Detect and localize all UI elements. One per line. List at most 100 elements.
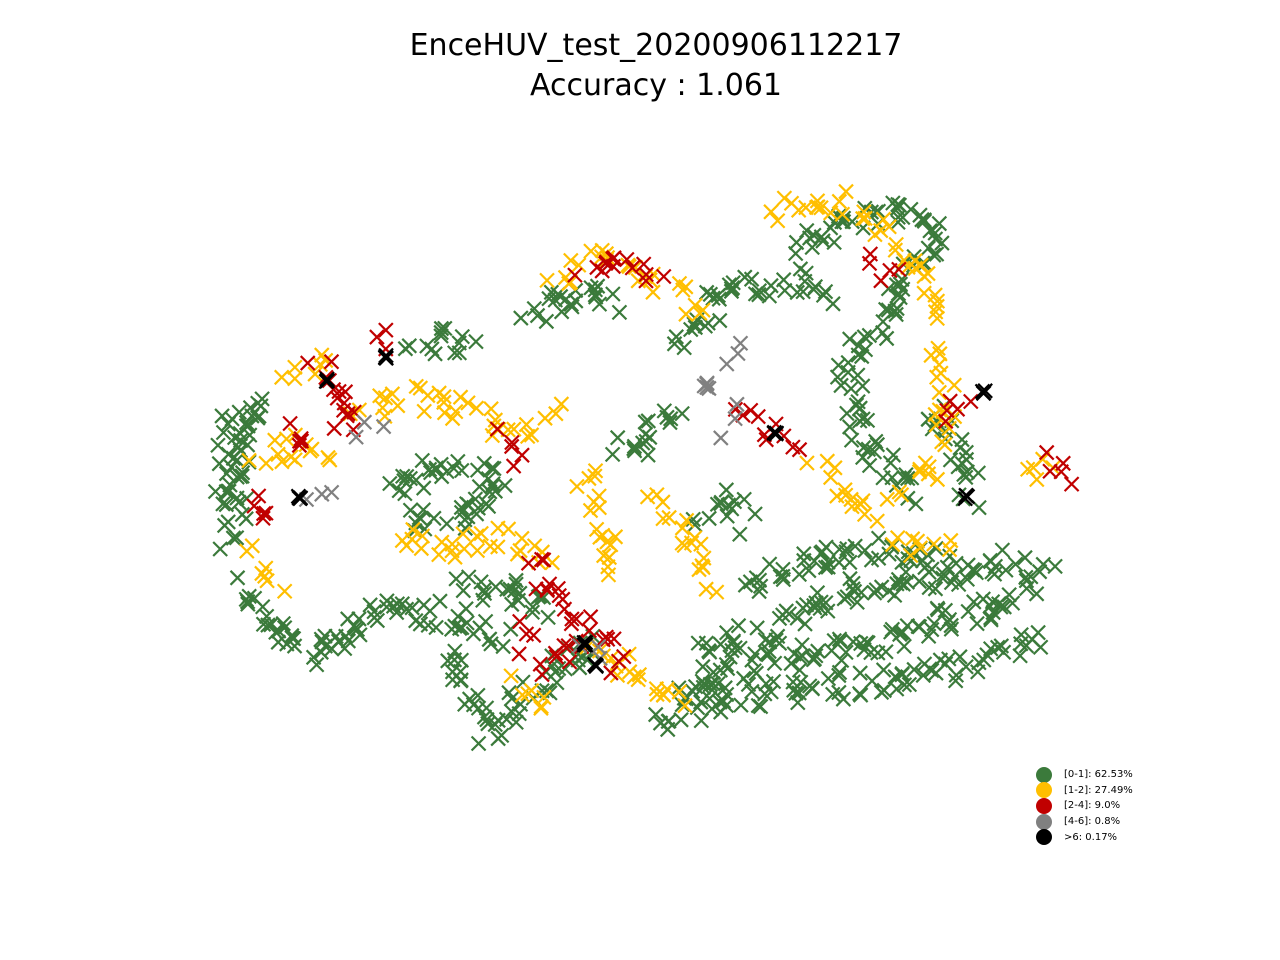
scatter-point-s0-639: [804, 680, 820, 696]
scatter-point-s4-6: [377, 349, 394, 366]
scatter-point-s2-42: [511, 613, 528, 630]
scatter-point-s0-301: [797, 273, 813, 290]
scatter-point-s1-103: [655, 510, 671, 527]
scatter-point-s0-770: [641, 429, 658, 446]
scatter-point-s3-10: [727, 410, 743, 427]
scatter-point-s0-57: [238, 591, 255, 608]
scatter-point-s0-446: [730, 617, 747, 634]
scatter-point-s1-243: [856, 506, 873, 523]
scatter-point-s1-54: [553, 396, 570, 412]
scatter-point-s1-112: [676, 537, 693, 554]
scatter-point-s2-95: [505, 458, 522, 474]
scatter-point-s2-75: [962, 393, 979, 410]
scatter-point-s2-26: [556, 601, 573, 617]
scatter-point-s1-105: [661, 509, 677, 526]
scatter-point-s1-41: [460, 395, 476, 411]
scatter-point-s1-168: [687, 297, 704, 314]
scatter-point-s1-13: [321, 452, 338, 468]
scatter-point-s0-106: [398, 601, 415, 618]
scatter-point-s0-585: [975, 591, 991, 607]
scatter-point-s0-601: [1047, 558, 1063, 575]
scatter-point-s1-9: [287, 452, 303, 468]
scatter-point-s0-264: [605, 286, 621, 302]
scatter-point-s2-7: [329, 390, 346, 406]
scatter-point-s0-410: [908, 496, 924, 512]
scatter-point-s1-162: [645, 284, 661, 300]
scatter-point-s0-651: [875, 662, 892, 678]
scatter-point-s0-604: [647, 706, 664, 723]
scatter-point-s0-392: [841, 419, 858, 435]
scatter-point-s2-99: [606, 631, 622, 647]
scatter-point-s2-89: [255, 510, 271, 526]
scatter-point-s0-686: [1030, 624, 1046, 641]
scatter-point-s1-74: [500, 521, 517, 537]
scatter-point-s2-94: [514, 447, 530, 463]
scatter-point-s4-19: [958, 487, 974, 504]
scatter-point-s1-224: [920, 466, 937, 482]
scatter-point-s0-647: [851, 685, 868, 702]
scatter-point-s0-673: [952, 649, 968, 665]
scatter-point-s1-117: [708, 584, 725, 600]
scatter-point-s2-14: [326, 420, 342, 437]
scatter-point-s2-104: [862, 246, 879, 262]
scatter-point-s1-201: [916, 285, 932, 301]
scatter-point-s2-51: [594, 263, 610, 279]
scatter-point-s0-663: [923, 662, 940, 679]
scatter-point-s0-399: [861, 457, 878, 474]
scatter-point-s2-45: [511, 646, 527, 662]
scatter-point-s2-47: [567, 267, 583, 283]
scatter-point-s2-87: [250, 488, 267, 504]
scatter-point-s0-187: [408, 472, 424, 488]
scatter-point-s0-221: [439, 515, 455, 532]
scatter-point-s0-128: [447, 643, 463, 659]
scatter-point-s1-25: [377, 390, 394, 406]
scatter-point-s0-244: [513, 310, 529, 326]
scatter-point-s0-427: [958, 444, 975, 461]
scatter-point-s0-109: [422, 603, 438, 619]
scatter-point-s0-737: [455, 582, 472, 599]
scatter-point-s0-81: [317, 628, 333, 644]
scatter-point-s3-4: [356, 414, 373, 430]
scatter-point-s2-60: [655, 268, 672, 285]
scatter-point-s1-91: [588, 521, 605, 538]
scatter-point-s3-1: [314, 486, 330, 502]
scatter-point-s1-231: [799, 455, 815, 471]
scatter-point-s1-188: [881, 218, 897, 235]
scatter-point-s2-30: [563, 615, 580, 632]
scatter-point-s0-50: [225, 530, 242, 546]
scatter-point-s1-26: [374, 399, 391, 416]
scatter-point-s1-30: [408, 378, 425, 395]
scatter-point-s0-520: [695, 658, 711, 675]
scatter-point-s1-261: [287, 359, 303, 376]
scatter-point-s1-213: [931, 384, 948, 401]
scatter-point-s1-203: [929, 298, 945, 315]
scatter-point-s1-212: [946, 377, 962, 393]
scatter-point-s2-58: [638, 273, 654, 289]
scatter-point-s1-0: [241, 452, 257, 469]
scatter-point-s0-72: [286, 638, 303, 654]
scatter-point-s0-510: [1017, 549, 1033, 566]
scatter-point-s1-253: [902, 547, 919, 564]
scatter-point-s0-403: [882, 455, 899, 471]
scatter-point-s0-12: [215, 424, 232, 441]
scatter-point-s2-32: [581, 622, 598, 639]
scatter-point-s0-718: [857, 542, 873, 559]
scatter-point-s1-79: [526, 538, 543, 554]
scatter-point-s0-742: [476, 585, 493, 602]
scatter-point-s0-208: [480, 470, 497, 487]
legend-label-0: [0-1]: 62.53%: [1064, 769, 1133, 781]
scatter-point-s0-732: [924, 561, 940, 577]
scatter-point-s1-171: [763, 204, 779, 220]
scatter-point-s0-368: [875, 324, 891, 341]
scatter-point-s1-17: [259, 572, 275, 589]
scatter-point-s2-15: [369, 329, 385, 345]
scatter-point-s0-39: [234, 468, 250, 484]
scatter-point-s1-234: [827, 460, 843, 476]
scatter-point-s1-40: [468, 400, 485, 416]
scatter-point-s1-88: [591, 499, 608, 516]
legend-entry: [4-6]: 0.8%: [1036, 813, 1133, 830]
scatter-point-s0-278: [711, 291, 728, 307]
scatter-point-s0-194: [433, 456, 449, 473]
scatter-point-s0-678: [976, 652, 992, 668]
scatter-point-s0-216: [468, 506, 485, 522]
